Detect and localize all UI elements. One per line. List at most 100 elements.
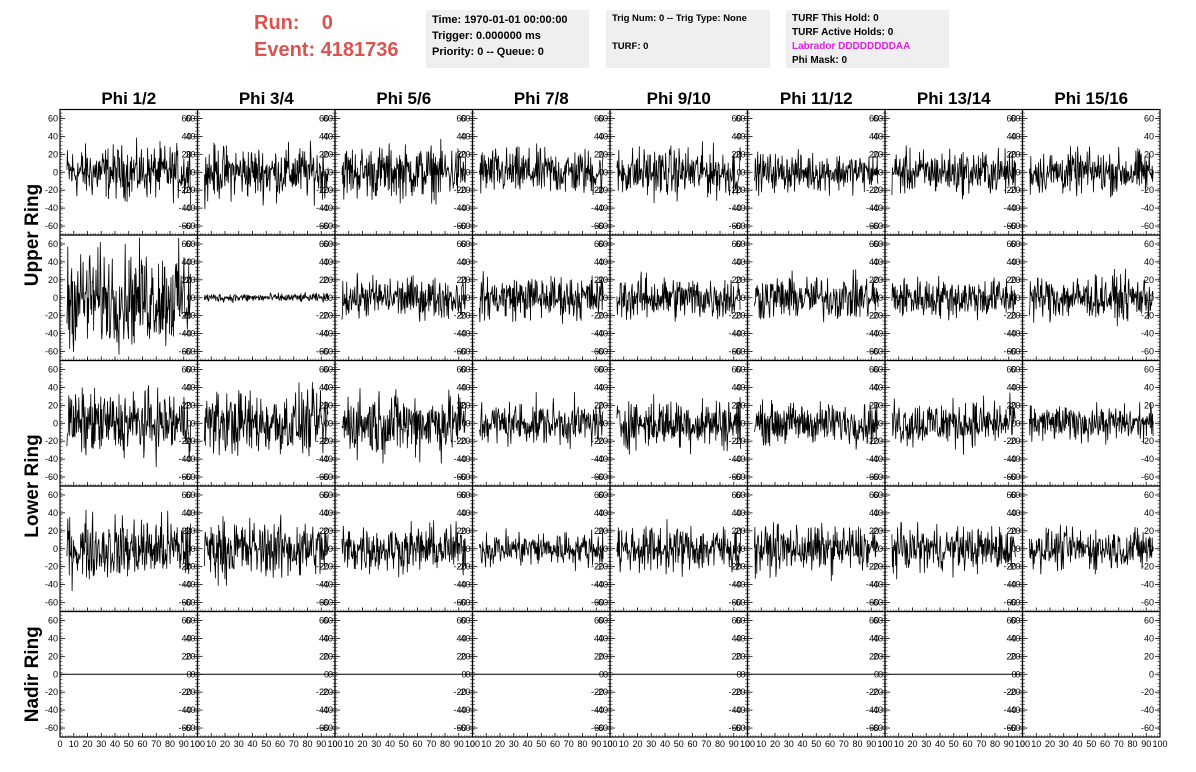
phi-mask-text: Phi Mask: 0 xyxy=(792,55,848,66)
y-tick-label: -60 xyxy=(178,347,191,357)
y-tick-label: -60 xyxy=(595,347,608,357)
y-tick-label: 40 xyxy=(598,257,608,267)
y-tick-label: -20 xyxy=(1007,311,1020,321)
run-event-info: Run: 0 Event: 4181736 xyxy=(254,10,399,64)
y-tick-label: 60 xyxy=(594,113,604,123)
y-tick-label: -20 xyxy=(591,562,604,572)
y-tick-label: 60 xyxy=(185,113,195,123)
y-tick-label: -60 xyxy=(45,347,58,357)
y-tick-label: 60 xyxy=(319,490,329,500)
y-tick-label: 20 xyxy=(735,400,745,410)
y-tick-label: 60 xyxy=(869,239,879,249)
y-tick-label: 0 xyxy=(740,544,745,554)
y-tick-label: 40 xyxy=(731,131,741,141)
y-tick-label: 60 xyxy=(731,490,741,500)
waveform-trace xyxy=(341,520,466,578)
y-tick-label: -40 xyxy=(320,203,333,213)
y-tick-label: 0 xyxy=(740,293,745,303)
y-tick-label: -40 xyxy=(320,329,333,339)
y-tick-label: 60 xyxy=(185,239,195,249)
ring-label: Lower Ring xyxy=(22,434,43,537)
y-tick-label: 20 xyxy=(185,526,195,536)
priority-text: Priority: 0 -- Queue: 0 xyxy=(432,46,544,58)
y-tick-label: -60 xyxy=(182,347,195,357)
y-tick-label: 0 xyxy=(328,293,333,303)
waveform-trace xyxy=(479,143,604,196)
y-tick-label: 60 xyxy=(735,490,745,500)
y-tick-label: 60 xyxy=(594,364,604,374)
y-tick-label: -20 xyxy=(320,562,333,572)
y-tick-label: -40 xyxy=(320,454,333,464)
y-tick-label: -60 xyxy=(1007,347,1020,357)
y-tick-label: -20 xyxy=(732,562,745,572)
y-tick-label: 60 xyxy=(460,113,470,123)
y-tick-label: -60 xyxy=(457,221,470,231)
y-tick-label: 0 xyxy=(1149,293,1154,303)
event-label: Event: xyxy=(254,39,316,61)
y-tick-label: -40 xyxy=(732,580,745,590)
y-tick-label: 0 xyxy=(740,418,745,428)
turf-text: TURF: 0 xyxy=(612,41,649,52)
y-tick-label: -40 xyxy=(178,454,191,464)
waveform-trace xyxy=(891,145,1016,200)
y-tick-label: -20 xyxy=(595,185,608,195)
y-tick-label: 60 xyxy=(735,113,745,123)
y-tick-label: 40 xyxy=(185,508,195,518)
y-tick-label: 60 xyxy=(735,364,745,374)
y-tick-label: 0 xyxy=(465,418,470,428)
y-tick-label: -40 xyxy=(732,329,745,339)
y-tick-label: 40 xyxy=(181,508,191,518)
y-tick-label: -20 xyxy=(457,311,470,321)
y-tick-label: -40 xyxy=(1003,329,1016,339)
y-tick-label: 0 xyxy=(603,544,608,554)
y-tick-label: -20 xyxy=(728,436,741,446)
y-tick-label: -20 xyxy=(866,185,879,195)
y-tick-label: -40 xyxy=(182,203,195,213)
y-tick-label: -60 xyxy=(866,598,879,608)
y-tick-label: 40 xyxy=(185,131,195,141)
y-tick-label: 20 xyxy=(185,400,195,410)
y-tick-label: 0 xyxy=(1015,418,1020,428)
y-tick-label: 40 xyxy=(460,382,470,392)
y-tick-label: 0 xyxy=(465,293,470,303)
y-tick-label: 60 xyxy=(460,239,470,249)
y-tick-label: 40 xyxy=(869,257,879,267)
y-tick-label: -60 xyxy=(457,347,470,357)
waveform-trace xyxy=(66,137,191,205)
y-tick-label: 40 xyxy=(456,382,466,392)
y-tick-label: -40 xyxy=(1007,329,1020,339)
y-tick-label: 20 xyxy=(873,526,883,536)
y-tick-label: -40 xyxy=(595,580,608,590)
y-tick-label: 20 xyxy=(319,400,329,410)
y-tick-label: 40 xyxy=(873,508,883,518)
y-tick-label: -60 xyxy=(591,221,604,231)
y-tick-label: -20 xyxy=(1007,185,1020,195)
y-tick-label: 20 xyxy=(869,526,879,536)
y-tick-label: -60 xyxy=(45,472,58,482)
y-tick-label: 0 xyxy=(53,418,58,428)
y-tick-label: 40 xyxy=(456,131,466,141)
y-tick-label: 40 xyxy=(869,131,879,141)
y-tick-label: 40 xyxy=(869,508,879,518)
y-tick-label: -60 xyxy=(316,221,329,231)
y-tick-label: 40 xyxy=(460,131,470,141)
y-tick-label: 20 xyxy=(319,149,329,159)
y-tick-label: -60 xyxy=(728,472,741,482)
y-tick-label: 0 xyxy=(878,167,883,177)
y-tick-label: 20 xyxy=(594,149,604,159)
y-tick-label: 60 xyxy=(319,364,329,374)
y-tick-label: -40 xyxy=(178,329,191,339)
y-tick-label: -60 xyxy=(1003,347,1016,357)
y-tick-label: 60 xyxy=(456,239,466,249)
y-tick-label: 40 xyxy=(456,508,466,518)
waveform-trace xyxy=(1029,146,1154,198)
y-tick-label: -60 xyxy=(866,221,879,231)
turf-active-holds-text: TURF Active Holds: 0 xyxy=(792,27,894,38)
y-tick-label: -20 xyxy=(1003,185,1016,195)
y-tick-label: -20 xyxy=(1007,436,1020,446)
run-value: 0 xyxy=(321,12,333,34)
y-tick-label: -60 xyxy=(457,598,470,608)
y-tick-label: 40 xyxy=(1010,131,1020,141)
y-tick-label: 20 xyxy=(873,400,883,410)
